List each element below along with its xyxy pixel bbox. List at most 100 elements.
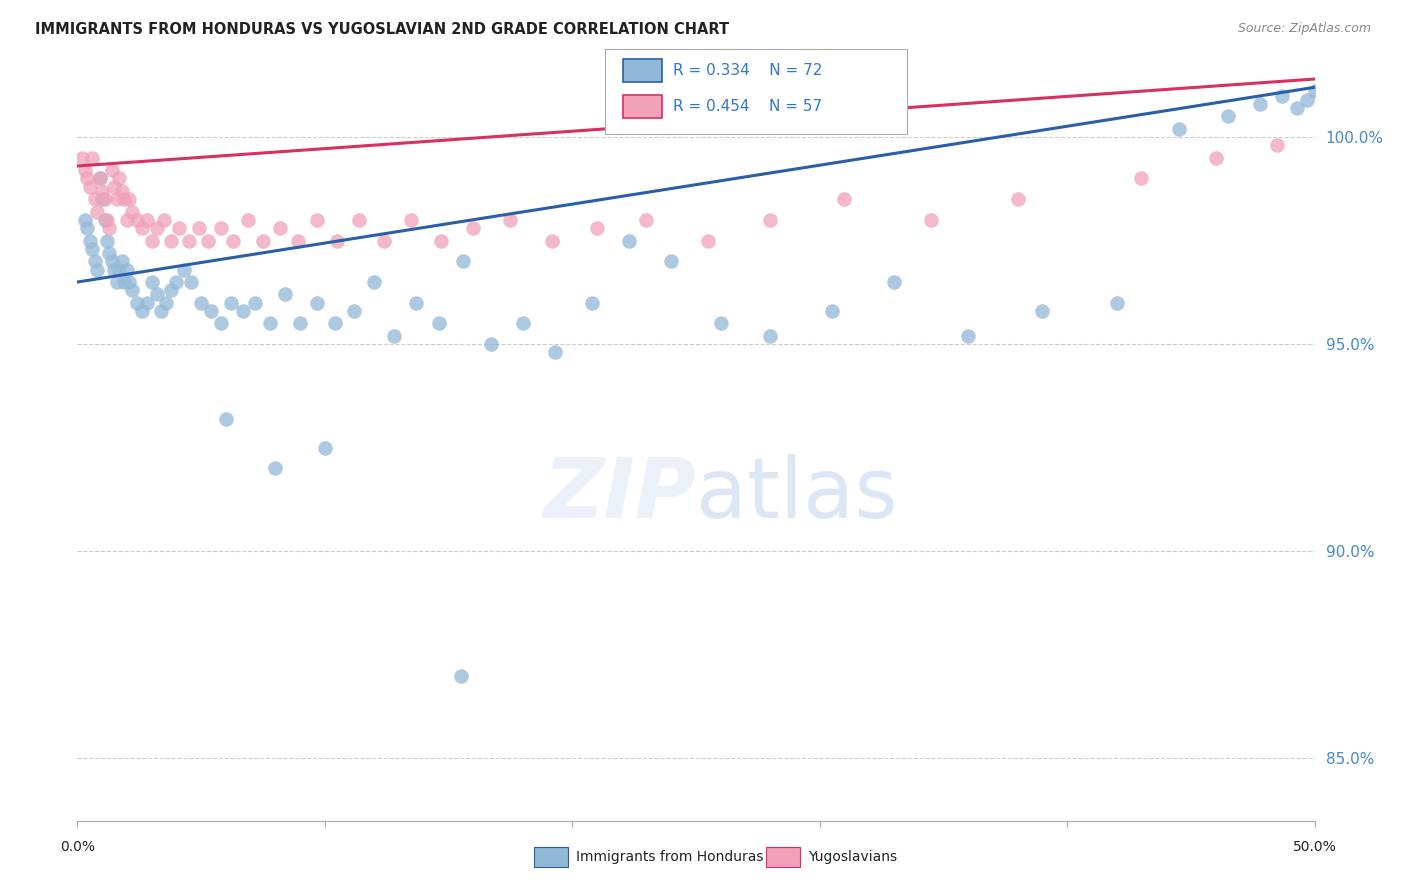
Point: [1286, 101, 1309, 115]
Text: Immigrants from Honduras: Immigrants from Honduras: [576, 850, 763, 864]
Point: [131, 304, 153, 318]
Point: [190, 295, 212, 310]
Point: [121, 204, 143, 219]
Point: [105, 275, 128, 289]
Point: [710, 317, 733, 331]
Point: [1007, 192, 1029, 206]
Point: [401, 213, 423, 227]
Text: IMMIGRANTS FROM HONDURAS VS YUGOSLAVIAN 2ND GRADE CORRELATION CHART: IMMIGRANTS FROM HONDURAS VS YUGOSLAVIAN …: [35, 22, 730, 37]
Point: [759, 213, 782, 227]
Text: atlas: atlas: [696, 454, 897, 535]
Point: [153, 213, 176, 227]
Point: [98, 221, 121, 235]
Text: R = 0.334    N = 72: R = 0.334 N = 72: [673, 63, 823, 78]
Point: [252, 234, 274, 248]
Point: [73, 163, 96, 178]
Text: Yugoslavians: Yugoslavians: [808, 850, 897, 864]
Point: [173, 262, 195, 277]
Point: [349, 213, 371, 227]
Point: [288, 317, 311, 331]
Point: [1167, 121, 1189, 136]
Text: Source: ZipAtlas.com: Source: ZipAtlas.com: [1237, 22, 1371, 36]
Point: [86, 204, 108, 219]
Point: [586, 221, 609, 235]
Point: [463, 221, 485, 235]
Point: [343, 304, 366, 318]
Point: [200, 304, 222, 318]
Point: [103, 262, 125, 277]
Point: [245, 295, 267, 310]
Point: [93, 213, 115, 227]
Point: [269, 221, 291, 235]
Point: [512, 317, 534, 331]
Point: [659, 254, 682, 268]
Point: [209, 317, 232, 331]
Point: [83, 254, 105, 268]
Point: [79, 179, 101, 194]
Point: [89, 171, 111, 186]
Point: [1105, 295, 1128, 310]
Point: [197, 234, 219, 248]
Point: [93, 192, 115, 206]
Point: [82, 242, 104, 256]
Point: [118, 275, 141, 289]
Point: [135, 213, 157, 227]
Point: [453, 254, 475, 268]
Point: [287, 234, 309, 248]
Point: [98, 246, 121, 260]
Point: [274, 287, 297, 301]
Point: [450, 668, 472, 682]
Point: [108, 262, 131, 277]
Point: [115, 262, 138, 277]
Point: [111, 184, 134, 198]
Point: [177, 234, 200, 248]
Point: [101, 254, 124, 268]
Point: [96, 234, 118, 248]
Point: [363, 275, 385, 289]
Point: [167, 221, 190, 235]
Point: [1249, 96, 1271, 111]
Point: [326, 234, 349, 248]
Text: 0.0%: 0.0%: [60, 839, 94, 854]
Point: [920, 213, 942, 227]
Point: [115, 213, 138, 227]
Point: [307, 295, 329, 310]
Point: [141, 234, 163, 248]
Point: [636, 213, 658, 227]
Point: [259, 317, 281, 331]
Point: [883, 275, 905, 289]
Point: [96, 213, 118, 227]
Point: [145, 221, 167, 235]
Point: [236, 213, 259, 227]
Point: [479, 337, 502, 351]
Point: [72, 151, 94, 165]
Point: [73, 213, 96, 227]
Point: [264, 461, 287, 475]
Point: [499, 213, 522, 227]
Point: [373, 234, 395, 248]
Point: [103, 179, 125, 194]
Point: [155, 295, 177, 310]
Point: [1130, 171, 1153, 186]
Point: [1031, 304, 1053, 318]
Point: [108, 171, 131, 186]
Point: [125, 295, 148, 310]
Point: [382, 329, 405, 343]
Point: [141, 275, 163, 289]
Point: [105, 192, 128, 206]
Point: [1271, 88, 1294, 103]
Point: [1267, 138, 1289, 153]
Point: [427, 317, 450, 331]
Point: [112, 275, 135, 289]
Point: [617, 234, 640, 248]
Text: R = 0.454    N = 57: R = 0.454 N = 57: [673, 99, 823, 114]
Point: [187, 221, 209, 235]
Point: [83, 192, 105, 206]
Point: [405, 295, 427, 310]
Point: [323, 317, 346, 331]
Text: 50.0%: 50.0%: [1292, 839, 1337, 854]
Point: [697, 234, 720, 248]
Point: [834, 192, 856, 206]
Point: [111, 254, 134, 268]
Point: [121, 283, 143, 297]
